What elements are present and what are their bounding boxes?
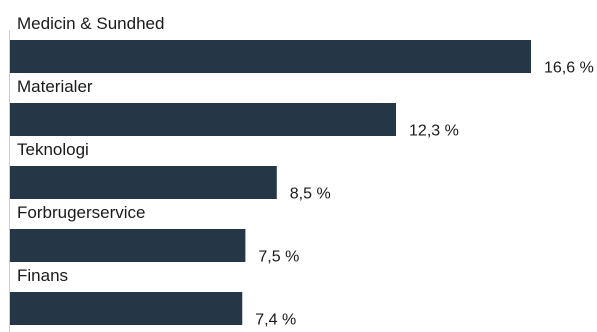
value-label: 8,5 %	[290, 186, 331, 203]
category-label: Teknologi	[17, 140, 89, 159]
bar	[10, 292, 243, 325]
category-label: Forbrugerservice	[17, 203, 146, 222]
bar	[10, 40, 531, 73]
value-label: 16,6 %	[544, 60, 594, 77]
bar	[10, 103, 397, 136]
category-label: Materialer	[17, 77, 93, 96]
category-label: Finans	[17, 266, 68, 285]
bar	[10, 166, 277, 199]
value-label: 7,5 %	[258, 249, 299, 266]
category-label: Medicin & Sundhed	[17, 14, 164, 33]
value-label: 7,4 %	[255, 312, 296, 329]
value-label: 12,3 %	[409, 123, 459, 140]
bar	[10, 229, 246, 262]
